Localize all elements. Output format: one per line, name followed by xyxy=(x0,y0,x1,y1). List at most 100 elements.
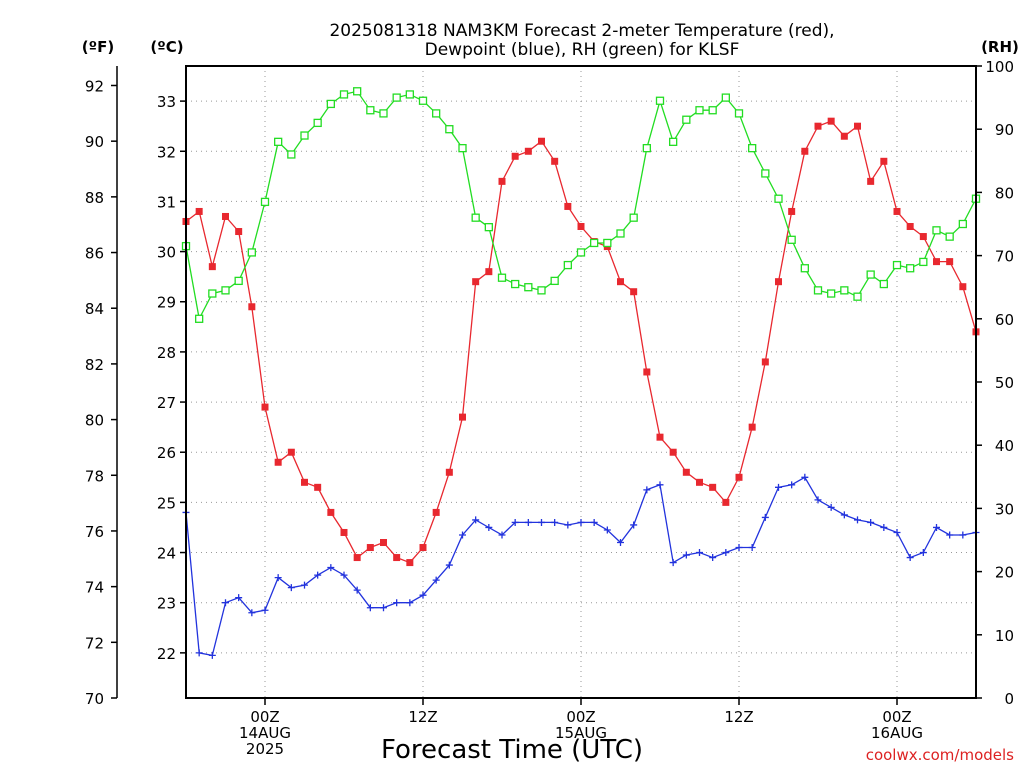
fahrenheit-tick-label: 88 xyxy=(85,189,104,207)
rh-tick-label: 70 xyxy=(995,248,1014,266)
rh-point xyxy=(800,264,809,273)
rh-tick-label: 0 xyxy=(1004,690,1014,708)
celsius-unit-label: (ºC) xyxy=(150,38,183,56)
dewpoint-point xyxy=(261,606,269,614)
rh-point xyxy=(195,314,204,323)
dewpoint-point xyxy=(235,594,243,602)
temperature-point xyxy=(195,207,203,215)
rh-point xyxy=(879,279,888,289)
temperature-point xyxy=(301,478,308,486)
rh-point xyxy=(221,286,230,295)
fahrenheit-tick-label: 86 xyxy=(85,245,104,263)
temperature-point xyxy=(459,413,466,421)
rh-point xyxy=(326,99,335,109)
rh-tick-label: 10 xyxy=(995,627,1014,645)
fahrenheit-ticks: 70 72 74 76 78 80 82 84 86 88 90 92 xyxy=(85,77,117,708)
dewpoint-point xyxy=(301,581,308,589)
dewpoint-point xyxy=(419,591,427,599)
temperature-point xyxy=(564,202,572,210)
dewpoint-point xyxy=(366,604,374,612)
temperature-point xyxy=(761,358,769,366)
temperature-point xyxy=(353,554,361,562)
dewpoint-point xyxy=(959,531,967,539)
celsius-tick-label: 31 xyxy=(157,193,176,211)
celsius-tick-label: 25 xyxy=(157,494,176,512)
temperature-point xyxy=(222,212,229,220)
rh-point xyxy=(932,226,941,235)
x-tick-label: 15AUG xyxy=(555,724,607,742)
temperature-point xyxy=(643,368,651,376)
fahrenheit-tick-label: 74 xyxy=(85,579,104,597)
rh-point xyxy=(761,169,770,178)
temperature-point xyxy=(919,233,927,241)
rh-tick-label: 50 xyxy=(995,374,1014,392)
dewpoint-point xyxy=(854,516,861,524)
rh-point xyxy=(300,131,309,140)
dewpoint-point xyxy=(761,513,769,521)
rh-tick-label: 100 xyxy=(985,58,1014,76)
dewpoint-point xyxy=(735,544,743,552)
dewpoint-point xyxy=(393,599,401,607)
dewpoint-point xyxy=(274,574,282,582)
temperature-point xyxy=(327,508,335,516)
dewpoint-point xyxy=(696,549,703,557)
rh-point xyxy=(748,144,757,153)
rh-point xyxy=(787,235,796,244)
temperature-point xyxy=(524,147,532,155)
dewpoint-point xyxy=(564,521,572,529)
temperature-point xyxy=(801,147,809,155)
rh-tick-label: 30 xyxy=(995,500,1014,518)
dewpoint-point xyxy=(893,528,901,536)
dewpoint-point xyxy=(445,561,453,569)
temperature-point xyxy=(617,278,624,286)
rh-point xyxy=(603,238,612,248)
rh-point xyxy=(853,292,862,301)
rh-point xyxy=(313,118,322,128)
rh-point xyxy=(208,289,217,298)
temperature-point xyxy=(235,228,243,236)
dewpoint-point xyxy=(880,523,888,531)
dewpoint-point xyxy=(603,526,611,534)
rh-point xyxy=(339,90,349,99)
temperature-point xyxy=(696,478,703,486)
dewpoint-point xyxy=(946,531,954,539)
rh-point xyxy=(655,96,665,105)
temperature-point xyxy=(485,268,493,276)
dewpoint-point xyxy=(485,523,493,531)
fahrenheit-unit-label: (ºF) xyxy=(82,38,114,56)
fahrenheit-tick-label: 72 xyxy=(85,634,104,652)
dewpoint-point xyxy=(867,518,875,526)
temperature-point xyxy=(682,468,690,476)
temperature-point xyxy=(933,258,940,266)
celsius-tick-label: 29 xyxy=(157,294,176,312)
dewpoint-point xyxy=(432,576,440,584)
rh-tick-label: 80 xyxy=(995,184,1014,202)
dewpoint-point xyxy=(682,551,690,559)
rh-point xyxy=(274,137,283,146)
temperature-point xyxy=(393,554,401,562)
grid xyxy=(186,66,976,698)
rh-tick-label: 90 xyxy=(995,121,1014,139)
dewpoint-point xyxy=(208,651,216,659)
rh-point xyxy=(958,219,967,229)
fahrenheit-tick-label: 92 xyxy=(85,77,104,95)
rh-point xyxy=(260,197,270,207)
x-tick-label: 2025 xyxy=(246,740,284,758)
rh-point xyxy=(721,93,730,102)
rh-point xyxy=(813,286,823,295)
dewpoint-point xyxy=(748,544,756,552)
temperature-point xyxy=(840,132,848,140)
temperature-point xyxy=(880,157,888,165)
rh-point xyxy=(563,260,572,270)
rh-tick-label: 20 xyxy=(995,564,1014,582)
rh-point xyxy=(432,109,441,118)
temperature-point xyxy=(893,207,901,215)
rh-point xyxy=(366,106,375,115)
rh-point xyxy=(906,264,915,273)
temperature-point xyxy=(775,278,782,286)
dewpoint-point xyxy=(617,539,624,547)
temperature-point xyxy=(735,473,743,481)
rh-point xyxy=(827,289,836,298)
rh-point xyxy=(405,90,414,99)
